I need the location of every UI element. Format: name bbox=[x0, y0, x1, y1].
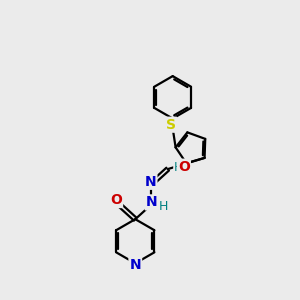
Text: S: S bbox=[166, 118, 176, 132]
Text: N: N bbox=[130, 258, 141, 272]
Text: H: H bbox=[159, 200, 169, 213]
Text: H: H bbox=[174, 161, 184, 174]
Text: N: N bbox=[146, 195, 157, 209]
Text: N: N bbox=[145, 175, 156, 189]
Text: O: O bbox=[110, 193, 122, 207]
Text: O: O bbox=[178, 160, 190, 174]
